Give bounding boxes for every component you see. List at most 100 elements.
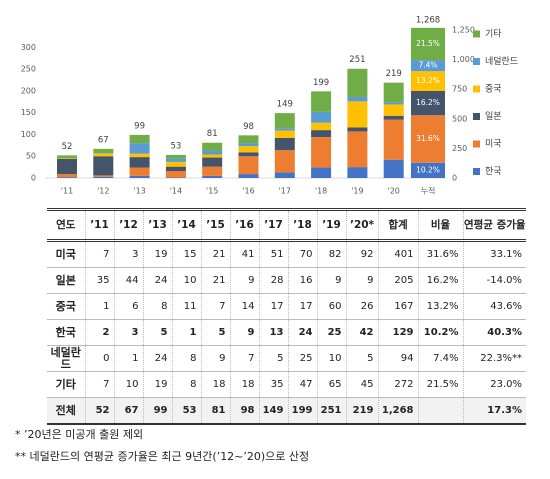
y2-tick-label: 1,000 [452,55,475,64]
table-cell: 70 [287,240,317,268]
header-cell: 연평균 증가율 [462,208,526,242]
table-cell: 1,268 [377,397,418,425]
bar-segment [129,134,150,144]
y-tick-label: 150 [21,108,36,117]
total-label: 149 [277,100,293,110]
bar-segment [93,176,114,178]
table-cell: 1 [171,319,201,346]
y-tick-label: 50 [26,152,36,161]
table-cell: 1 [113,345,143,372]
bar-segment [411,115,445,163]
legend-label: 중국 [485,84,502,95]
header-cell: 합계 [377,208,418,242]
bar-segment [202,150,223,155]
x-tick-label: '13 [133,187,145,196]
table-cell: 33.1% [462,240,526,268]
table-cell: 9 [229,319,259,346]
bar-segment [238,135,259,144]
bar-segment [347,167,368,178]
share-label: 13.2% [416,76,440,85]
table-cell: 3 [113,240,143,268]
table-cell: 25 [287,345,317,372]
table-cell: 9 [316,267,346,294]
y2-tick-label: 750 [452,85,467,94]
header-cell: 연도 [47,208,85,242]
header-cell: ’14 [171,208,201,242]
bar-segment [57,158,77,175]
bar-segment [165,161,186,167]
header-cell: ’12 [113,208,143,242]
table-cell: 199 [287,397,317,425]
table-cell: 52 [84,397,114,425]
share-label: 7.4% [418,61,437,70]
header-cell: ’18 [287,208,317,242]
table-cell: 167 [377,293,418,320]
bar-segment [383,115,404,120]
bar-segment [383,82,404,103]
table-cell: 9 [200,345,230,372]
header-row: 연도 ’11’12’13’14’15’16’17’18’19’20* 합계 비율 연평균… [47,208,526,242]
legend-swatch [473,140,480,148]
total-label: 99 [134,121,145,131]
bar-segment [311,130,332,138]
bar-segment [347,127,368,132]
table-cell: 19 [142,240,172,268]
bar-segment [311,91,332,112]
legend-label: 미국 [485,139,502,150]
legend-swatch [473,113,480,120]
legend-swatch [473,168,480,175]
share-label: 10.2% [416,165,440,174]
bar-segment [274,172,295,178]
total-label: 1,268 [416,15,440,25]
table-cell: 17 [287,293,317,320]
table-row: 전체 52 67 99 53 81 98 149 199 251 219 1,268 17.3% [47,397,526,425]
table-cell: 35 [258,371,288,398]
table-cell: 81 [200,397,230,425]
table-cell: 24 [142,267,172,294]
table-cell: 7.4% [417,345,463,372]
table-cell: 92 [345,240,378,268]
bar-segment [165,166,186,172]
bar-segment [202,154,223,158]
table-cell: 중국 [47,293,85,320]
table-row: 미국 7 3 19 15 21 41 51 70 82 92 401 31.6% 33.1% [47,240,526,268]
table-cell: 네덜란드 [47,345,85,372]
bar-segment [411,162,445,178]
table-cell: 272 [377,371,418,398]
y2-tick-label: 250 [452,144,467,153]
header-cell: ’11 [84,208,114,242]
table-cell: 8 [171,371,201,398]
total-label: 199 [313,78,329,88]
bar-segment [165,154,186,159]
y2-tick-label: 1,250 [452,26,475,35]
table-cell: 5 [142,319,172,346]
x-tick-label: '19 [351,187,363,196]
x-tick-label: '17 [279,187,291,196]
table-cell: 28 [258,267,288,294]
y2-tick-label: 500 [452,114,467,123]
x-tick-label: '18 [315,187,327,196]
table-cell: 3 [113,319,143,346]
bar-segment [93,175,114,177]
table-cell: 40.3% [462,319,526,346]
total-label: 52 [62,142,73,152]
table-cell: 10.2% [417,319,463,346]
data-table: 연도 ’11’12’13’14’15’16’17’18’19’20* 합계 비율 연평균… [47,208,526,425]
table-cell: 7 [200,293,230,320]
table-cell: 31.6% [417,240,463,268]
table-cell: 24 [142,345,172,372]
total-label: 98 [243,122,254,132]
table-cell: 14 [229,293,259,320]
bar-segment [238,152,259,157]
table-row: 일본 35 44 24 10 21 9 28 16 9 9 205 16.2% -14.0% [47,267,526,294]
bar-segment [347,97,368,102]
header-cell: ’19 [316,208,346,242]
bar-segment [347,131,368,168]
bar-segment [411,90,445,116]
bar-segment [311,111,332,123]
table-cell: 21 [200,267,230,294]
table-cell: 22.3%** [462,345,526,372]
bar-segment [238,146,259,153]
table-row: 한국 2 3 5 1 5 9 13 24 25 42 129 10.2% 40.3% [47,319,526,346]
table-cell: 7 [84,240,114,268]
